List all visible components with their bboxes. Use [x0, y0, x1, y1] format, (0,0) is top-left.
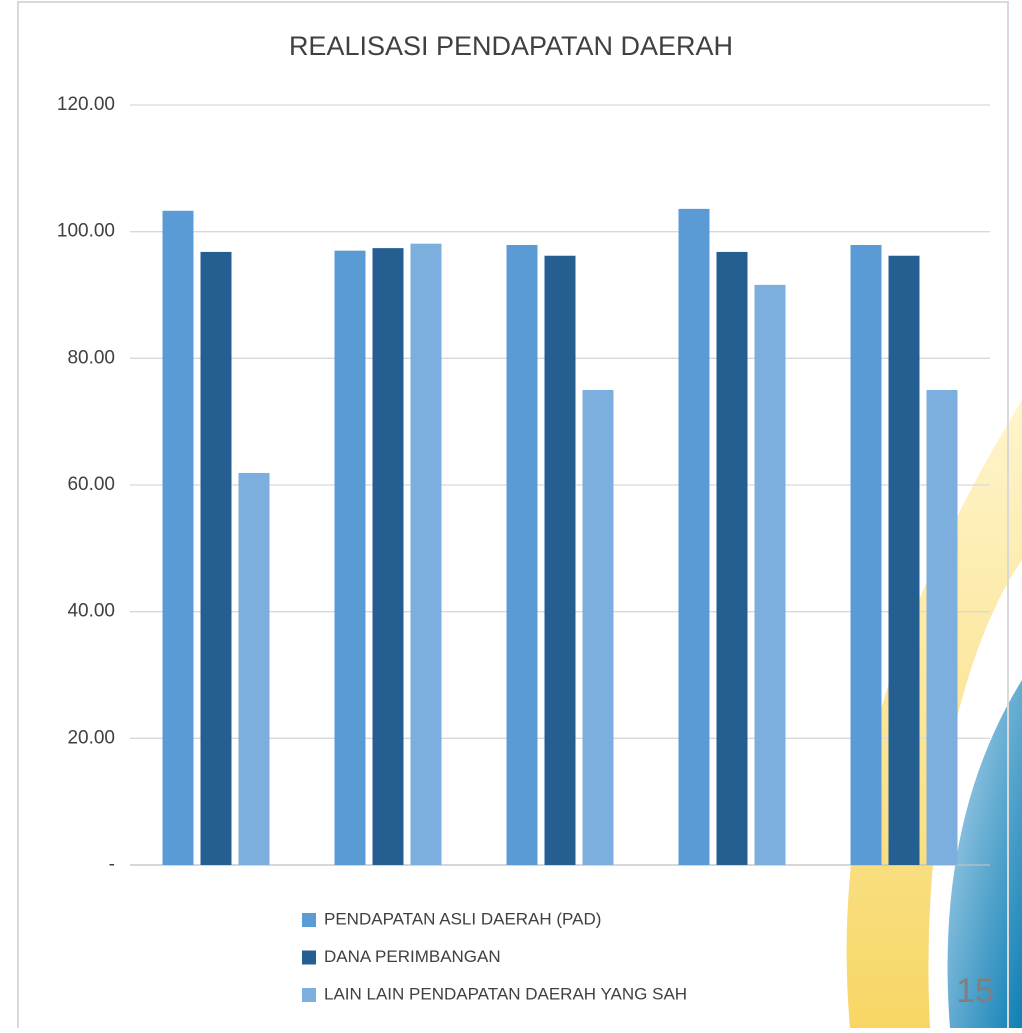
bar — [410, 243, 442, 865]
bar — [754, 284, 786, 865]
bar — [162, 210, 194, 865]
y-tick-label: 80.00 — [67, 347, 115, 368]
bar — [200, 251, 232, 865]
y-tick-label: 20.00 — [67, 727, 115, 748]
bar — [334, 250, 366, 865]
legend-label: LAIN LAIN PENDAPATAN DAERAH YANG SAH — [324, 984, 687, 1003]
bar — [506, 244, 538, 865]
legend-swatch — [302, 913, 316, 927]
bar — [850, 244, 882, 865]
bar — [888, 255, 920, 865]
page-number: 15 — [956, 972, 994, 1010]
bar — [544, 255, 576, 865]
legend-label: DANA PERIMBANGAN — [324, 947, 501, 966]
chart-title: REALISASI PENDAPATAN DAERAH — [289, 31, 733, 61]
decor-blue — [947, 680, 1022, 1028]
bar — [716, 251, 748, 865]
legend-swatch — [302, 950, 316, 965]
y-tick-label: 40.00 — [67, 601, 115, 622]
legend-swatch — [302, 988, 316, 1002]
y-tick-label: - — [109, 854, 115, 875]
bar — [238, 472, 270, 865]
legend-label: PENDAPATAN ASLI DAERAH (PAD) — [324, 909, 601, 928]
bar — [372, 248, 404, 866]
bar — [582, 390, 614, 865]
y-tick-label: 60.00 — [67, 474, 115, 495]
y-tick-label: 120.00 — [57, 94, 115, 115]
bar — [678, 208, 710, 865]
y-tick-label: 100.00 — [57, 221, 115, 242]
bar — [926, 390, 958, 865]
